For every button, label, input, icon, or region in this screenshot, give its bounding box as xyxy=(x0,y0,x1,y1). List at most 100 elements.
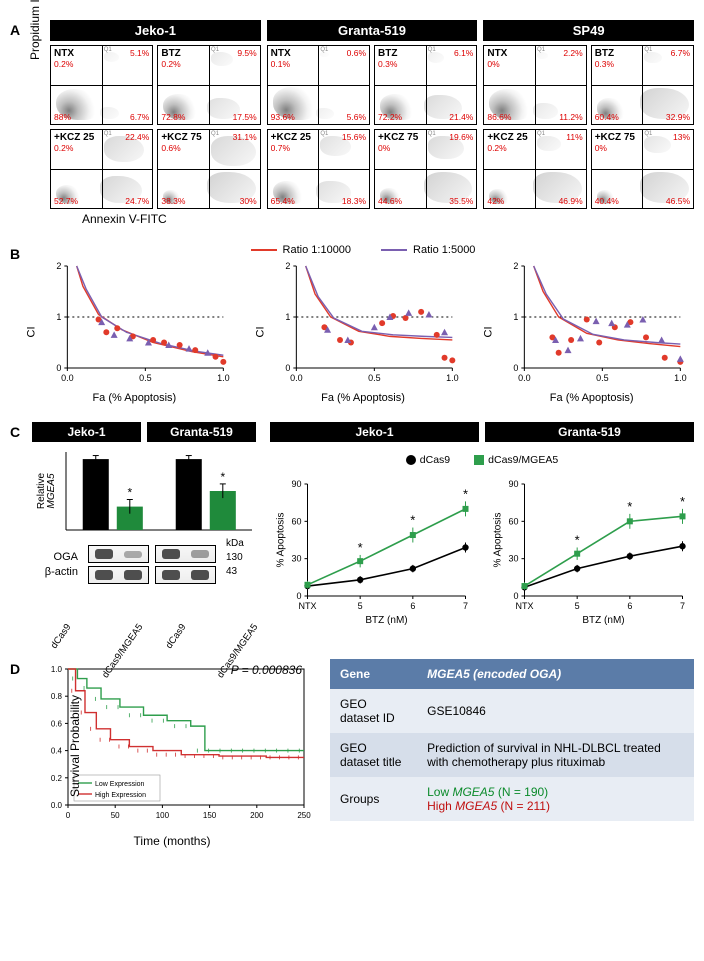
km-x-label: Time (months) xyxy=(32,834,312,848)
svg-text:0: 0 xyxy=(296,591,301,601)
figure-root: A Propidium Iodide Jeko-1Granta-519SP49 … xyxy=(10,20,694,848)
svg-text:1.0: 1.0 xyxy=(51,665,63,674)
svg-text:60: 60 xyxy=(508,516,518,526)
panel-c: C Jeko-1Granta-519Relative MGEA5**OGAβ-a… xyxy=(10,422,694,641)
svg-text:0.0: 0.0 xyxy=(61,373,74,383)
svg-text:1.0: 1.0 xyxy=(674,373,687,383)
svg-text:7: 7 xyxy=(463,601,468,611)
kda-label: kDa xyxy=(226,538,256,549)
panel-a: A Propidium Iodide Jeko-1Granta-519SP49 … xyxy=(10,20,694,226)
panel-c-left: Jeko-1Granta-519Relative MGEA5**OGAβ-act… xyxy=(32,422,256,641)
svg-text:*: * xyxy=(358,540,363,555)
svg-text:0: 0 xyxy=(285,363,290,373)
svg-text:0: 0 xyxy=(514,363,519,373)
svg-text:1: 1 xyxy=(514,312,519,322)
ci-x-label: Fa (% Apoptosis) xyxy=(32,392,237,404)
svg-text:2: 2 xyxy=(56,261,61,271)
svg-text:0.8: 0.8 xyxy=(51,692,63,701)
km-p-value: P = 0.000836 xyxy=(231,663,302,677)
panel-d: D P = 0.000836 Survival Probability 0.0 0.2… xyxy=(10,659,694,848)
ci-chart: CI0120.00.51.0Fa (% Apoptosis) xyxy=(32,260,237,404)
cell-header: Jeko-1 xyxy=(32,422,141,442)
legend-item: Ratio 1:10000 xyxy=(251,244,352,256)
svg-text:*: * xyxy=(463,486,468,501)
svg-text:250: 250 xyxy=(297,811,311,820)
svg-text:*: * xyxy=(627,499,632,514)
panel-c-right: Jeko-1Granta-519dCas9dCas9/MGEA50306090N… xyxy=(270,422,694,629)
cell-header: Jeko-1 xyxy=(270,422,479,442)
blot-band xyxy=(88,566,149,584)
svg-text:2: 2 xyxy=(285,261,290,271)
ci-y-label: CI xyxy=(26,327,38,338)
panel-c-line-legend: dCas9dCas9/MGEA5 xyxy=(270,454,694,466)
panel-letter-d: D xyxy=(10,661,20,677)
facs-plot: +KCZ 75 Q1 0% 13% 40.4% 46.5% xyxy=(591,129,694,209)
facs-plot: +KCZ 25 Q1 0.2% 11% 42% 46.9% xyxy=(483,129,586,209)
svg-text:0.5: 0.5 xyxy=(368,373,381,383)
svg-text:6: 6 xyxy=(410,601,415,611)
svg-text:30: 30 xyxy=(508,554,518,564)
facs-plot: NTX Q1 0.1% 0.6% 93.6% 5.6% xyxy=(267,45,370,125)
svg-text:0.0: 0.0 xyxy=(290,373,303,383)
panel-letter-b: B xyxy=(10,246,20,262)
svg-text:2: 2 xyxy=(514,261,519,271)
ci-x-label: Fa (% Apoptosis) xyxy=(489,392,694,404)
svg-text:150: 150 xyxy=(203,811,217,820)
svg-text:0: 0 xyxy=(66,811,71,820)
svg-text:BTZ (nM): BTZ (nM) xyxy=(365,615,407,626)
blot-band xyxy=(155,566,216,584)
kda-value: 43 xyxy=(226,566,256,577)
svg-text:1.0: 1.0 xyxy=(446,373,459,383)
panel-b: B Ratio 1:10000Ratio 1:5000 CI 0 1 2 0.0 0.5 1… xyxy=(10,244,694,404)
svg-text:*: * xyxy=(575,532,580,547)
table-row: GEO dataset IDGSE10846 xyxy=(330,689,694,733)
facs-plot: NTX Q1 0.2% 5.1% 88% 6.7% xyxy=(50,45,153,125)
facs-plot: +KCZ 25 Q1 0.7% 15.6% 65.4% 18.3% xyxy=(267,129,370,209)
blot-band xyxy=(155,545,216,563)
km-y-label: Survival Probability xyxy=(68,694,82,796)
svg-text:60: 60 xyxy=(291,516,301,526)
ci-y-label: CI xyxy=(483,327,495,338)
svg-text:High Expression: High Expression xyxy=(95,792,146,799)
svg-text:0.0: 0.0 xyxy=(51,801,63,810)
svg-text:7: 7 xyxy=(680,601,685,611)
svg-text:% Apoptosis: % Apoptosis xyxy=(276,512,287,567)
panel-b-legend: Ratio 1:10000Ratio 1:5000 xyxy=(32,244,694,256)
svg-text:6: 6 xyxy=(627,601,632,611)
km-plot: P = 0.000836 Survival Probability 0.0 0.2 0.… xyxy=(32,659,312,848)
legend-item: dCas9/MGEA5 xyxy=(474,454,558,466)
svg-text:1: 1 xyxy=(56,312,61,322)
svg-text:BTZ (nM): BTZ (nM) xyxy=(582,615,624,626)
cell-header: Granta-519 xyxy=(147,422,256,442)
svg-text:MGEA5: MGEA5 xyxy=(46,473,57,508)
facs-plot: +KCZ 75 Q1 0.6% 31.1% 38.3% 30% xyxy=(157,129,260,209)
svg-text:90: 90 xyxy=(508,479,518,489)
group-high: High MGEA5 (N = 211) xyxy=(427,799,550,813)
ci-x-label: Fa (% Apoptosis) xyxy=(261,392,466,404)
group-low: Low MGEA5 (N = 190) xyxy=(427,785,548,799)
ci-chart: CI0120.00.51.0Fa (% Apoptosis) xyxy=(489,260,694,404)
cell-header: Granta-519 xyxy=(485,422,694,442)
table-header: Gene xyxy=(330,659,417,689)
svg-text:5: 5 xyxy=(358,601,363,611)
svg-text:Low Expression: Low Expression xyxy=(95,781,145,788)
svg-text:1: 1 xyxy=(285,312,290,322)
cell-header: Jeko-1 xyxy=(50,20,261,41)
table-row: GEO dataset titlePrediction of survival … xyxy=(330,733,694,777)
svg-text:0: 0 xyxy=(513,591,518,601)
panel-letter-c: C xyxy=(10,424,20,440)
svg-text:0.6: 0.6 xyxy=(51,719,63,728)
svg-text:*: * xyxy=(127,486,132,500)
facs-plot: BTZ Q1 0.3% 6.1% 72.2% 21.4% xyxy=(374,45,477,125)
svg-text:5: 5 xyxy=(575,601,580,611)
svg-text:0: 0 xyxy=(56,363,61,373)
table-header: MGEA5 (encoded OGA) xyxy=(417,659,694,689)
cell-header: SP49 xyxy=(483,20,694,41)
svg-text:0.5: 0.5 xyxy=(596,373,609,383)
panel-b-charts: CI0120.00.51.0Fa (% Apoptosis)CI0120.00.… xyxy=(32,260,694,404)
svg-text:0.2: 0.2 xyxy=(51,774,63,783)
svg-text:50: 50 xyxy=(111,811,120,820)
facs-plot: BTZ Q1 0.2% 9.5% 72.8% 17.5% xyxy=(157,45,260,125)
apoptosis-chart: 0306090NTX567% ApoptosisBTZ (nM)*** xyxy=(270,476,477,629)
svg-text:*: * xyxy=(410,513,415,528)
